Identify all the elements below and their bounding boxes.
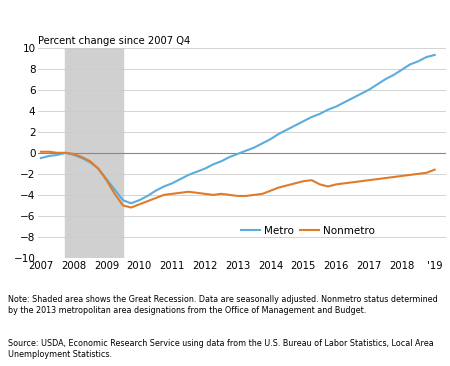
Text: Note: Shaded area shows the Great Recession. Data are seasonally adjusted. Nonme: Note: Shaded area shows the Great Recess… [8,295,438,315]
Text: Percent change since 2007 Q4: Percent change since 2007 Q4 [38,36,190,46]
Text: Employment growth in nonmetro and metro U.S. counties, 2007-19: Employment growth in nonmetro and metro … [8,16,441,26]
Legend: Metro, Nonmetro: Metro, Nonmetro [237,222,379,240]
Bar [66,48,123,258]
Text: Source: USDA, Economic Research Service using data from the U.S. Bureau of Labor: Source: USDA, Economic Research Service … [8,339,434,359]
